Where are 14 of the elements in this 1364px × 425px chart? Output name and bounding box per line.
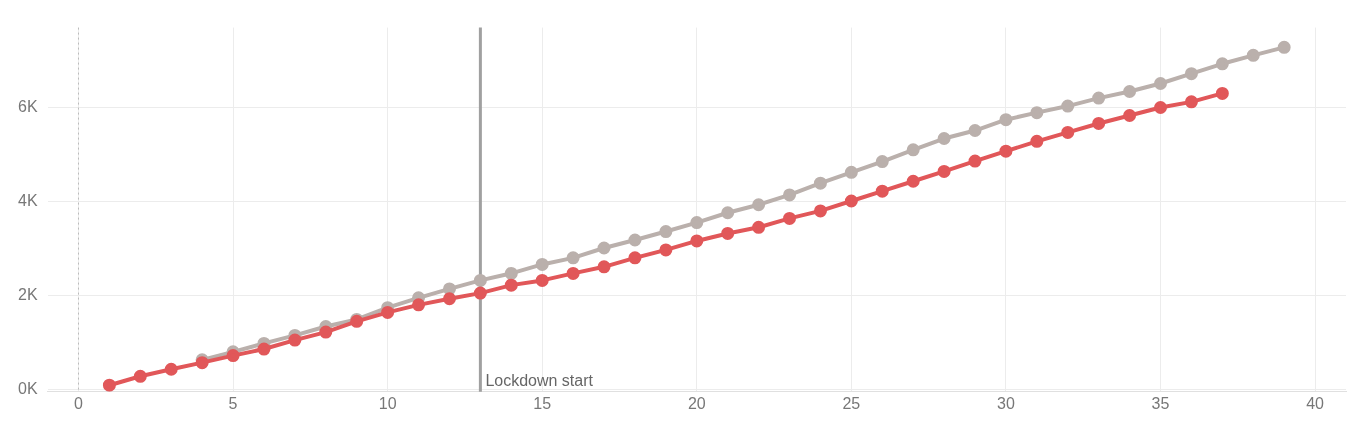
y-tick-label: 6K [17, 97, 38, 115]
x-tick-label: 20 [687, 394, 706, 412]
x-tick-label: 30 [997, 394, 1015, 412]
x-tick-label: 40 [1306, 394, 1325, 412]
x-tick-label: 25 [842, 394, 861, 412]
x-tick-label: 10 [378, 394, 397, 412]
x-tick-label: 0 [74, 394, 84, 412]
x-tick-label: 15 [533, 394, 552, 412]
ref-line-label: Lockdown start [485, 372, 594, 390]
y-tick-label: 2K [17, 285, 38, 303]
y-tick-label: 4K [17, 191, 38, 209]
x-tick-label: 5 [228, 394, 238, 412]
y-tick-label: 0K [17, 379, 38, 397]
x-tick-label: 35 [1151, 394, 1170, 412]
